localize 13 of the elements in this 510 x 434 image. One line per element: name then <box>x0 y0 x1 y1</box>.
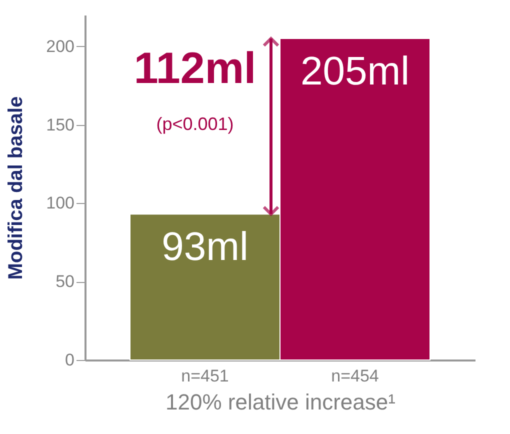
data-label: 205ml <box>300 50 410 94</box>
y-tick-label: 150 <box>46 115 74 134</box>
x-axis-title: 120% relative increase¹ <box>166 390 396 414</box>
y-tick-label: 0 <box>65 350 74 370</box>
x-tick-label: n=454 <box>331 366 379 386</box>
y-tick-label: 200 <box>46 36 74 56</box>
y-tick-label: 100 <box>46 194 74 213</box>
data-label: 93ml <box>162 225 248 270</box>
x-tick-label: n=451 <box>181 366 229 386</box>
annotation: 112ml <box>134 44 256 93</box>
y-tick-label: 50 <box>56 272 74 292</box>
y-axis-title: Modifica dal basale <box>5 96 28 280</box>
annotation: (p<0.001) <box>156 114 234 134</box>
